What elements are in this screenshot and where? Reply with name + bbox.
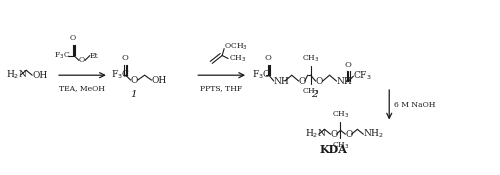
Text: CF$_3$: CF$_3$: [354, 70, 372, 82]
Text: TEA, MeOH: TEA, MeOH: [59, 84, 105, 92]
Text: O: O: [344, 61, 351, 69]
Text: O: O: [330, 130, 338, 139]
Text: OH: OH: [152, 76, 167, 85]
Text: CH$_3$: CH$_3$: [332, 140, 349, 151]
Text: F$_3$C: F$_3$C: [111, 69, 130, 81]
Text: 6 M NaOH: 6 M NaOH: [394, 101, 436, 109]
Text: O: O: [316, 77, 323, 86]
Text: O: O: [298, 77, 306, 86]
Text: OH: OH: [32, 71, 48, 80]
Text: O: O: [130, 76, 138, 85]
Text: O: O: [264, 54, 272, 62]
Text: NH$_2$: NH$_2$: [364, 128, 384, 141]
Text: F$_3$C: F$_3$C: [54, 50, 70, 61]
Text: F$_3$C: F$_3$C: [252, 69, 271, 81]
Text: NH: NH: [336, 77, 352, 86]
Text: O: O: [346, 130, 353, 139]
Text: 2: 2: [312, 90, 318, 99]
Text: OCH$_3$: OCH$_3$: [224, 41, 248, 52]
Text: H$_2$N: H$_2$N: [304, 128, 326, 141]
Text: CH$_3$: CH$_3$: [332, 110, 349, 120]
Text: O: O: [70, 34, 76, 42]
Text: CH$_3$: CH$_3$: [302, 86, 320, 97]
Text: 1: 1: [130, 90, 137, 99]
Text: H$_2$N: H$_2$N: [6, 69, 28, 81]
Text: KDA: KDA: [320, 145, 347, 156]
Text: O: O: [122, 54, 128, 62]
Text: CH$_3$: CH$_3$: [229, 53, 246, 64]
Text: PPTS, THF: PPTS, THF: [200, 84, 242, 92]
Text: Et: Et: [90, 51, 98, 60]
Text: O: O: [79, 56, 85, 64]
Text: CH$_3$: CH$_3$: [302, 54, 320, 64]
Text: NH: NH: [274, 77, 289, 86]
